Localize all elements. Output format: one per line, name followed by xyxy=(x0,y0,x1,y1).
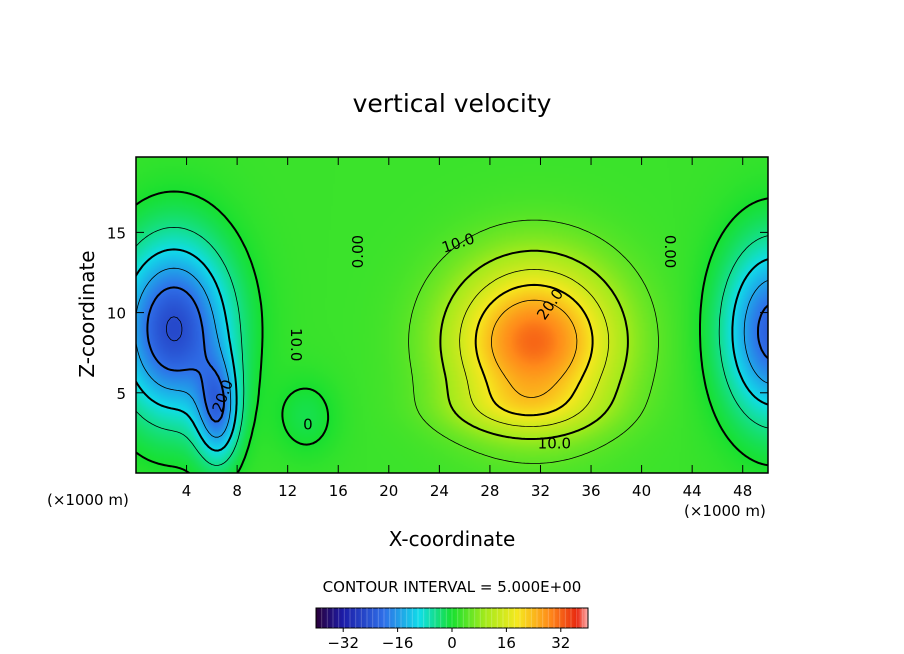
x-tick-label: 12 xyxy=(278,482,297,500)
colorbar-tick-label: 16 xyxy=(497,634,516,652)
colorbar-tick-label: 32 xyxy=(551,634,570,652)
contour-level-25 xyxy=(491,299,578,398)
colorbar-tick-label: 0 xyxy=(447,634,457,652)
colorbar-stripes xyxy=(321,608,583,628)
x-tick-label: 28 xyxy=(480,482,499,500)
y-axis-label: Z-coordinate xyxy=(75,250,99,377)
contour-level-10 xyxy=(439,249,629,440)
x-tick-label: 4 xyxy=(182,482,192,500)
y-tick-label: 10 xyxy=(107,305,126,323)
contour-level-neg25 xyxy=(166,316,183,342)
y-tick-label: 15 xyxy=(107,224,126,242)
x-tick-label: 40 xyxy=(632,482,651,500)
contour-level-0 xyxy=(136,190,768,473)
x-tick-label: 32 xyxy=(531,482,550,500)
contour-level-15 xyxy=(459,269,610,427)
contour-label-3: 10.0 xyxy=(538,435,571,453)
contour-label-7: 0 xyxy=(303,415,313,433)
colorbar-tick-label: −16 xyxy=(382,634,414,652)
x-axis-ticks: 4 8 12 16 20 24 28 32 36 40 44 48 xyxy=(182,157,752,500)
x-tick-label: 20 xyxy=(379,482,398,500)
y-tick-label: 5 xyxy=(116,385,126,403)
colorbar-tick-label: −32 xyxy=(327,634,359,652)
x-tick-label: 16 xyxy=(329,482,348,500)
colorbar-ticks: −32 −16 0 16 32 xyxy=(327,628,570,652)
velocity-heatmap xyxy=(136,157,768,473)
plot-frame xyxy=(135,156,769,474)
contour-interval-text: CONTOUR INTERVAL = 5.000E+00 xyxy=(323,578,582,596)
y-axis-ticks: 5 10 15 xyxy=(107,224,768,403)
x-unit-left: (×1000 m) xyxy=(47,491,129,509)
x-unit-right: (×1000 m) xyxy=(684,502,766,520)
x-tick-label: 24 xyxy=(430,482,449,500)
contour-label-4: 0.00 xyxy=(661,235,679,268)
contour-label-5: 10.0 xyxy=(287,328,305,361)
x-tick-label: 36 xyxy=(581,482,600,500)
contour-level-neg5 xyxy=(136,227,768,466)
contour-level-5 xyxy=(408,219,659,464)
x-axis-label: X-coordinate xyxy=(389,527,516,551)
contour-level-20 xyxy=(474,283,594,417)
x-tick-label: 8 xyxy=(232,482,242,500)
colorbar: −32 −16 0 16 32 xyxy=(315,607,589,652)
x-tick-label: 44 xyxy=(683,482,702,500)
contour-level-neg15 xyxy=(136,267,768,438)
chart-title: vertical velocity xyxy=(353,89,552,118)
contour-label-0: 0.00 xyxy=(349,235,367,268)
x-tick-label: 48 xyxy=(733,482,752,500)
